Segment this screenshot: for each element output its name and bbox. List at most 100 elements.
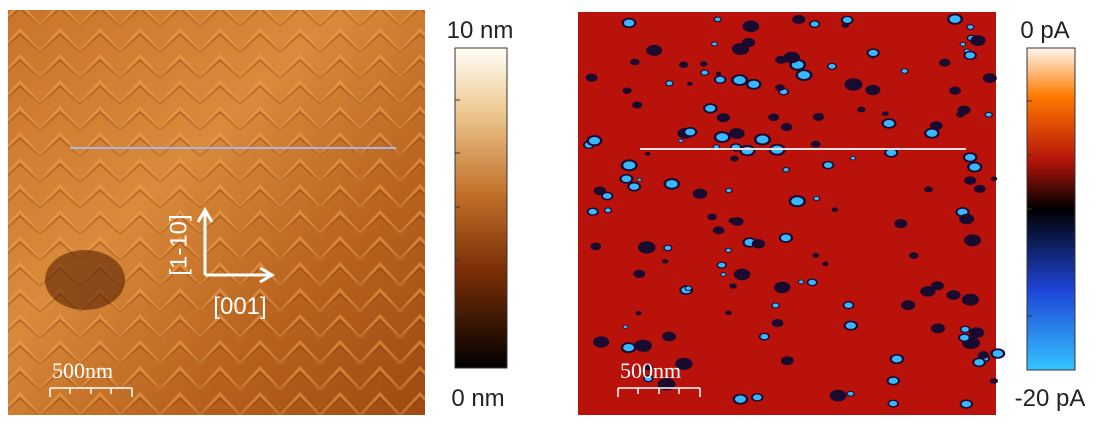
spot-shadow bbox=[645, 152, 650, 156]
spot-shadow bbox=[991, 177, 997, 181]
spot bbox=[589, 137, 600, 144]
spot-shadow bbox=[949, 87, 961, 95]
spot bbox=[843, 17, 852, 23]
spot bbox=[889, 378, 898, 384]
spot bbox=[629, 183, 639, 189]
spot bbox=[965, 154, 975, 161]
current-image bbox=[578, 12, 996, 415]
spot-shadow bbox=[646, 45, 662, 56]
colorbar-min-label: -20 pA bbox=[1015, 385, 1086, 412]
spot-shadow bbox=[729, 218, 737, 224]
spot bbox=[851, 157, 855, 160]
spot-shadow bbox=[742, 38, 755, 47]
spot bbox=[961, 43, 966, 46]
spot-shadow bbox=[752, 239, 766, 248]
spot bbox=[734, 76, 746, 84]
spot bbox=[781, 235, 791, 242]
spot-shadow bbox=[634, 340, 652, 352]
spot-shadow bbox=[792, 15, 805, 24]
spot-shadow bbox=[857, 107, 865, 113]
spot-shadow bbox=[679, 62, 688, 68]
spot bbox=[824, 162, 832, 168]
spot-shadow bbox=[636, 311, 642, 315]
spot-shadow bbox=[590, 243, 601, 251]
spot-shadow bbox=[830, 390, 847, 402]
scale-bar-label: 500nm bbox=[620, 358, 681, 383]
spot-shadow bbox=[865, 85, 880, 95]
spot-shadow bbox=[593, 336, 609, 347]
colorbar-max-label: 0 pA bbox=[1020, 17, 1069, 44]
spot bbox=[968, 25, 974, 29]
spot bbox=[666, 180, 678, 188]
spot-shadow bbox=[939, 59, 950, 67]
spot-shadow bbox=[632, 102, 642, 109]
spot bbox=[811, 22, 819, 27]
spot bbox=[712, 42, 717, 45]
dark-region bbox=[45, 250, 125, 310]
spot-shadow bbox=[717, 113, 730, 122]
spot bbox=[622, 176, 632, 182]
spot bbox=[808, 280, 816, 285]
spot bbox=[753, 394, 762, 400]
spot bbox=[799, 280, 803, 283]
spot bbox=[702, 71, 708, 75]
spot-shadow bbox=[901, 300, 915, 310]
spot-shadow bbox=[730, 156, 738, 162]
spot-shadow bbox=[956, 112, 964, 118]
spot bbox=[961, 327, 968, 332]
spot-shadow bbox=[622, 88, 631, 94]
spot-shadow bbox=[783, 52, 800, 63]
spot bbox=[665, 246, 672, 250]
spot bbox=[742, 147, 753, 155]
spot-shadow bbox=[713, 226, 725, 234]
spot-shadow bbox=[962, 294, 979, 306]
spot bbox=[718, 263, 725, 268]
spot bbox=[686, 286, 691, 290]
spot bbox=[773, 304, 779, 308]
spot-shadow bbox=[924, 186, 933, 192]
spot bbox=[814, 197, 819, 200]
spot bbox=[969, 164, 980, 171]
spot bbox=[623, 161, 635, 169]
topography-panel: [1-10] [001] 500nm 10 nm 0 nm bbox=[8, 10, 513, 415]
spot-shadow bbox=[882, 111, 889, 116]
spot-shadow bbox=[594, 187, 606, 196]
spot bbox=[828, 64, 835, 69]
spot bbox=[902, 69, 908, 73]
spot bbox=[716, 77, 725, 83]
spot bbox=[685, 129, 695, 136]
spot bbox=[603, 193, 612, 199]
spot bbox=[949, 15, 960, 22]
spot-shadow bbox=[959, 214, 974, 224]
spot bbox=[889, 401, 897, 406]
spot-shadow bbox=[931, 281, 944, 290]
spot bbox=[638, 178, 642, 180]
spot bbox=[962, 401, 971, 407]
step-texture bbox=[8, 10, 425, 415]
scale-bar-label: 500nm bbox=[52, 358, 113, 383]
spot-shadow bbox=[822, 262, 828, 266]
spot-shadow bbox=[894, 219, 907, 228]
direction-label: [1-10] bbox=[165, 214, 192, 275]
colorbar bbox=[1027, 48, 1075, 370]
spot-shadow bbox=[768, 113, 779, 121]
spot-shadow bbox=[734, 269, 751, 280]
spot-shadow bbox=[947, 290, 961, 300]
spot-shadow bbox=[811, 141, 821, 148]
figure: [1-10] [001] 500nm 10 nm 0 nm 500nm 0 pA… bbox=[0, 0, 1097, 424]
spot-shadow bbox=[693, 189, 708, 199]
spot bbox=[798, 71, 810, 79]
spot-shadow bbox=[832, 207, 838, 211]
spot bbox=[965, 52, 974, 58]
spot-shadow bbox=[909, 252, 919, 259]
spot bbox=[605, 208, 611, 212]
colorbar bbox=[455, 48, 507, 368]
spot bbox=[960, 335, 969, 341]
colorbar-max-label: 10 nm bbox=[447, 17, 514, 44]
spot bbox=[926, 130, 937, 137]
spot-shadow bbox=[743, 21, 760, 33]
spot-shadow bbox=[707, 214, 716, 221]
spot-shadow bbox=[983, 73, 997, 83]
spot-shadow bbox=[729, 128, 744, 139]
spot-shadow bbox=[781, 123, 793, 131]
